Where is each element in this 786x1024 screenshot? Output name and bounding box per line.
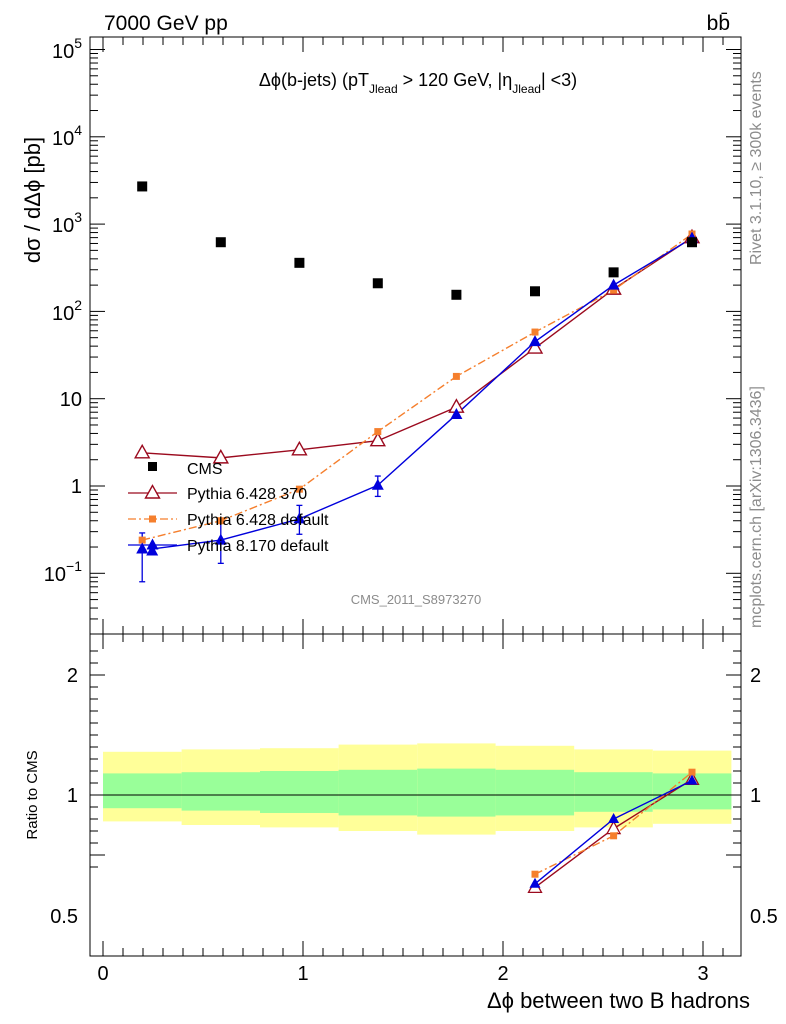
pythia6-default-point [138, 536, 146, 544]
y-tick-label-1e5-base: 10 [52, 41, 74, 63]
cms-data-point [687, 237, 697, 248]
legend: CMS Pythia 6.428 370 Pythia 6.428 defaul… [128, 461, 329, 555]
legend-entry-pythia6-370: Pythia 6.428 370 [128, 484, 307, 503]
pythia8-default-point [136, 542, 149, 554]
pythia6-default-line [142, 233, 693, 541]
x-tick-label-3: 3 [697, 963, 708, 985]
cms-data-point [372, 278, 383, 289]
x-tick-label-1: 1 [297, 963, 308, 985]
pythia8-default-point [146, 544, 159, 556]
cms-data-point [294, 257, 305, 268]
pythia6-370-point [526, 339, 544, 354]
pythia6-370-line [142, 237, 693, 459]
y-tick-label-1e5-exp: 5 [74, 35, 82, 51]
main-y-axis-label: dσ / dΔϕ [pb] [20, 137, 45, 263]
cms-data-point [137, 181, 148, 192]
pythia6-370-point [291, 440, 308, 456]
pythia6-default-point [610, 286, 618, 294]
main-series-layer [134, 181, 701, 583]
x-tick-label-2: 2 [497, 963, 508, 985]
ratio-panel: Ratio to CMS 2 1 0.5 2 1 0.5 0 1 2 3 Δϕ … [24, 633, 778, 1013]
ratio-y-tick-label-1-right: 1 [750, 785, 761, 807]
pythia8-default-point [607, 278, 620, 290]
ratio-band-inner [417, 768, 496, 817]
ratio-y-tick-label-2: 2 [67, 665, 78, 687]
ratio-point-pythia8-default [608, 813, 620, 823]
legend-label-pythia6-370: Pythia 6.428 370 [187, 486, 307, 503]
ratio-point-pythia8-default [686, 774, 698, 785]
y-tick-label-1e3: 103 [52, 209, 82, 237]
pythia6-370-point [212, 448, 229, 464]
ratio-y-tick-label-0-5-right: 0.5 [750, 906, 778, 928]
y-tick-label-1e5: 105 [52, 35, 82, 63]
main-y-tick-labels: 105 104 103 102 10 1 10−1 [44, 35, 82, 586]
ratio-band-inner [495, 769, 575, 816]
pythia8-default-point [450, 407, 463, 419]
pythia8-default-point [371, 478, 384, 490]
ratio-y-axis-label: Ratio to CMS [24, 750, 41, 839]
energy-label: 7000 GeV pp [104, 12, 228, 35]
ratio-y-tick-label-1: 1 [67, 785, 78, 807]
cms-data-point [215, 237, 226, 248]
pythia6-default-point [452, 372, 460, 380]
ratio-point-pythia6-default [688, 768, 696, 776]
pythia6-default-point [217, 517, 225, 525]
y-tick-label-1e4: 104 [52, 122, 82, 150]
pythia8-default-point [529, 335, 541, 347]
ratio-y-tick-label-0-5: 0.5 [50, 906, 78, 928]
main-panel: Δϕ(b-jets) (pTJlead > 120 GeV, |ηJlead| … [20, 35, 742, 635]
legend-marker-pythia6-default [149, 515, 156, 523]
pythia8-default-line [152, 237, 693, 550]
cms-data-point [608, 267, 619, 278]
pythia6-default-point [295, 485, 303, 493]
ratio-axis-ticks [90, 634, 741, 956]
ratio-series-layer [527, 768, 700, 894]
ratio-point-pythia8-default [529, 877, 541, 888]
legend-entry-pythia8-default: Pythia 8.170 default [128, 538, 329, 555]
ratio-point-pythia6-default [531, 870, 539, 878]
y-tick-label-1e2: 102 [52, 297, 82, 325]
y-tick-label-10: 10 [60, 389, 82, 411]
mcplots-reference-label: mcplots.cern.ch [arXiv:1306.3436] [748, 386, 765, 628]
legend-entry-cms: CMS [148, 461, 223, 478]
legend-entry-pythia6-default: Pythia 6.428 default [128, 512, 329, 529]
cms-data-point [451, 289, 462, 300]
ratio-band-inner [181, 772, 260, 811]
x-axis-label: Δϕ between two B hadrons [487, 988, 750, 1013]
pythia6-default-point [531, 328, 539, 336]
pythia8-default-point [293, 512, 306, 524]
ratio-band-inner [260, 771, 339, 813]
ratio-frame [89, 633, 742, 957]
legend-label-cms: CMS [187, 461, 223, 478]
ratio-point-pythia6-default [610, 832, 618, 840]
pythia6-default-point [374, 428, 382, 436]
legend-label-pythia6-default: Pythia 6.428 default [187, 512, 329, 529]
legend-label-pythia8-default: Pythia 8.170 default [187, 538, 329, 555]
analysis-watermark: CMS_2011_S8973270 [351, 592, 482, 607]
legend-marker-cms [148, 462, 157, 471]
legend-marker-pythia8-default [146, 538, 159, 550]
legend-marker-pythia6-370 [144, 484, 161, 499]
ratio-band-inner [338, 769, 418, 816]
rivet-version-label: Rivet 3.1.10, ≥ 300k events [748, 71, 765, 265]
y-tick-label-1e-1: 10−1 [44, 558, 82, 586]
y-tick-label-1: 1 [71, 476, 82, 498]
process-label: bb̄ [707, 12, 730, 35]
cms-data-point [530, 286, 540, 297]
main-axis-ticks [90, 37, 741, 634]
pythia8-default-point [214, 533, 227, 545]
pythia6-370-point [134, 443, 151, 459]
pythia6-370-point [369, 431, 386, 447]
ratio-band-inner [103, 773, 182, 809]
x-tick-label-0: 0 [97, 963, 108, 985]
ratio-y-tick-label-2-right: 2 [750, 665, 761, 687]
ratio-uncertainty-bands [103, 743, 732, 835]
ratio-band-inner [574, 772, 653, 812]
main-title: Δϕ(b-jets) (pTJlead > 120 GeV, |ηJlead| … [259, 70, 577, 96]
